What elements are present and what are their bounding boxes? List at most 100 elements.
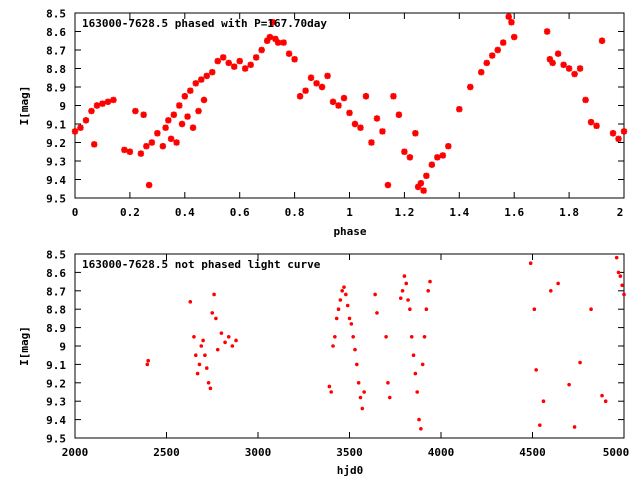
data-point bbox=[307, 74, 315, 81]
data-point bbox=[511, 33, 518, 41]
data-point bbox=[165, 117, 172, 124]
data-point bbox=[181, 93, 188, 100]
data-point bbox=[413, 371, 418, 376]
data-point bbox=[88, 107, 95, 115]
unphased-chart: 8.5 8.6 8.7 8.8 8.9 9 9.1 9.2 9.3 9.4 9.… bbox=[18, 249, 629, 478]
data-point bbox=[549, 289, 553, 293]
data-point bbox=[356, 381, 361, 385]
x-tick-label: 0.4 bbox=[175, 206, 195, 219]
data-point bbox=[351, 120, 359, 128]
data-point bbox=[412, 130, 419, 137]
data-point bbox=[409, 335, 414, 339]
data-point bbox=[419, 427, 423, 431]
data-point bbox=[355, 362, 359, 367]
data-point bbox=[188, 300, 193, 304]
data-point bbox=[140, 111, 147, 118]
y-tick-label: 8.9 bbox=[46, 322, 66, 335]
data-point bbox=[582, 96, 589, 104]
data-point bbox=[434, 154, 441, 161]
data-point bbox=[346, 109, 353, 117]
data-point bbox=[302, 87, 309, 94]
data-point bbox=[420, 362, 425, 367]
data-point bbox=[384, 335, 388, 339]
data-point bbox=[132, 107, 139, 115]
data-point bbox=[344, 292, 348, 297]
unphased-y-axis-label: I[mag] bbox=[18, 326, 31, 366]
data-point bbox=[456, 106, 463, 113]
data-point bbox=[600, 393, 604, 398]
data-point bbox=[554, 50, 562, 57]
x-tick-label: 4500 bbox=[519, 446, 546, 459]
data-point bbox=[401, 148, 408, 155]
data-point bbox=[609, 130, 617, 137]
data-point bbox=[614, 255, 619, 260]
data-point bbox=[195, 371, 200, 376]
data-point bbox=[353, 347, 357, 352]
data-point bbox=[398, 296, 403, 300]
data-point bbox=[173, 139, 180, 146]
data-point bbox=[318, 83, 326, 91]
data-point bbox=[422, 335, 427, 339]
data-point bbox=[572, 425, 577, 429]
y-tick-label: 8.7 bbox=[46, 285, 66, 298]
data-point bbox=[362, 390, 366, 394]
x-tick-label: 0.6 bbox=[230, 206, 250, 219]
data-point bbox=[620, 128, 628, 135]
unphased-x-ticks: 2000 2500 3000 3500 4000 4500 5000 bbox=[62, 446, 630, 459]
data-point bbox=[546, 56, 554, 63]
y-tick-label: 8.8 bbox=[46, 63, 66, 76]
data-point bbox=[143, 143, 150, 150]
data-point bbox=[347, 316, 352, 321]
y-tick-label: 9.3 bbox=[46, 156, 66, 169]
y-tick-label: 9.5 bbox=[46, 193, 66, 206]
data-point bbox=[148, 139, 156, 146]
data-point bbox=[214, 57, 221, 65]
data-point bbox=[400, 289, 405, 293]
data-point bbox=[215, 347, 220, 352]
data-point bbox=[406, 298, 410, 302]
data-point bbox=[379, 128, 386, 135]
data-point bbox=[415, 390, 420, 394]
data-point bbox=[184, 113, 191, 120]
data-point bbox=[406, 154, 414, 161]
data-point bbox=[219, 331, 224, 335]
data-point bbox=[404, 281, 409, 286]
data-point bbox=[214, 316, 218, 321]
y-tick-label: 8.6 bbox=[46, 267, 66, 280]
x-tick-label: 1.2 bbox=[394, 206, 414, 219]
y-tick-label: 9 bbox=[59, 100, 66, 113]
data-point bbox=[201, 338, 205, 343]
data-point bbox=[494, 46, 501, 54]
phased-tick-marks bbox=[74, 12, 625, 199]
data-point bbox=[445, 143, 452, 150]
phased-chart: 8.5 8.6 8.7 8.8 8.9 9 9.1 9.2 9.3 9.4 9.… bbox=[18, 8, 628, 238]
data-point bbox=[231, 63, 238, 70]
data-point bbox=[189, 124, 197, 131]
data-point bbox=[489, 52, 496, 59]
data-point bbox=[324, 72, 331, 80]
data-point bbox=[567, 382, 571, 387]
data-point bbox=[272, 35, 279, 43]
data-point bbox=[528, 261, 533, 266]
data-point bbox=[541, 399, 546, 404]
data-point bbox=[121, 146, 128, 154]
x-tick-label: 2500 bbox=[153, 446, 180, 459]
data-point bbox=[589, 307, 593, 312]
data-point bbox=[360, 406, 365, 411]
data-point bbox=[560, 61, 567, 68]
data-point bbox=[576, 65, 584, 72]
data-point bbox=[417, 180, 425, 187]
data-point bbox=[411, 353, 416, 358]
x-tick-label: 1.6 bbox=[504, 206, 524, 219]
data-point bbox=[226, 335, 231, 339]
y-tick-label: 9.5 bbox=[46, 433, 66, 446]
y-tick-label: 9 bbox=[59, 341, 66, 354]
y-tick-label: 9.4 bbox=[46, 414, 66, 427]
data-point bbox=[178, 120, 186, 128]
data-point bbox=[126, 148, 134, 155]
data-point bbox=[145, 181, 153, 189]
x-tick-label: 2 bbox=[617, 206, 624, 219]
data-point bbox=[414, 183, 422, 191]
data-point bbox=[618, 274, 623, 278]
